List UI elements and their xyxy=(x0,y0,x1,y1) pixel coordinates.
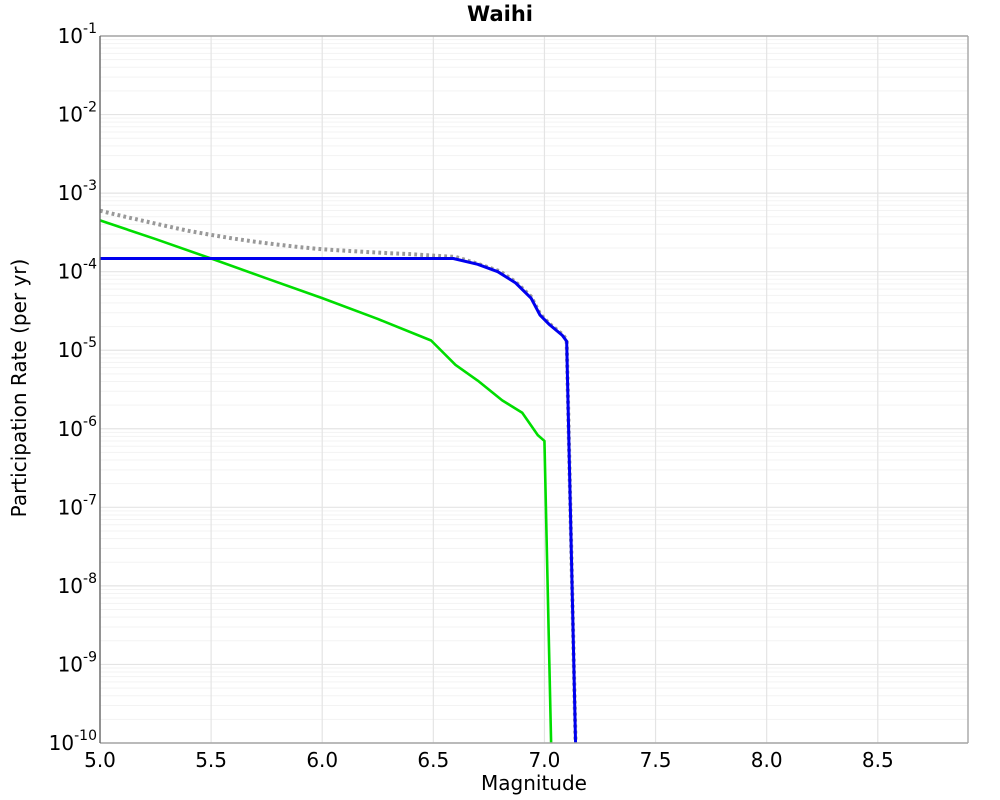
y-tick-label: 10-7 xyxy=(58,492,97,519)
x-tick-label: 5.5 xyxy=(195,748,227,772)
x-tick-label: 7.0 xyxy=(529,748,561,772)
series-green-solid xyxy=(99,219,553,744)
minor-gridlines xyxy=(100,39,968,720)
x-tick-labels: 5.0 5.5 6.0 6.5 7.0 7.5 8.0 8.5 xyxy=(84,748,894,772)
x-tick-label: 5.0 xyxy=(84,748,116,772)
y-tick-label: 10-6 xyxy=(58,414,98,441)
x-axis-label: Magnitude xyxy=(481,771,587,795)
y-tick-label: 10-2 xyxy=(58,100,97,127)
x-tick-label: 6.5 xyxy=(417,748,449,772)
y-tick-label: 10-10 xyxy=(49,728,97,755)
y-tick-labels: 10-1 10-2 10-3 10-4 10-5 10-6 10-7 10-8 10-9 10-1… xyxy=(49,21,97,755)
y-tick-label: 10-5 xyxy=(58,335,97,362)
y-tick-label: 10-1 xyxy=(58,21,97,48)
x-tick-label: 8.5 xyxy=(862,748,894,772)
y-tick-label: 10-9 xyxy=(58,649,97,676)
y-tick-label: 10-3 xyxy=(58,178,97,205)
series-blue-solid xyxy=(100,257,578,744)
x-tick-label: 6.0 xyxy=(306,748,338,772)
y-tick-label: 10-8 xyxy=(58,571,97,598)
y-tick-label: 10-4 xyxy=(58,257,98,284)
chart-title: Waihi xyxy=(467,2,533,26)
x-tick-label: 7.5 xyxy=(640,748,672,772)
plot-background xyxy=(100,36,968,743)
y-axis-label: Participation Rate (per yr) xyxy=(7,258,31,518)
x-tick-label: 8.0 xyxy=(751,748,783,772)
